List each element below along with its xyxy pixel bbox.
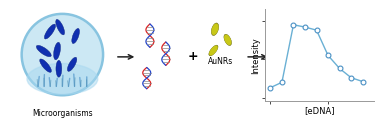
Ellipse shape bbox=[44, 24, 56, 39]
Ellipse shape bbox=[209, 45, 218, 56]
Ellipse shape bbox=[72, 28, 79, 44]
Ellipse shape bbox=[224, 34, 231, 46]
Text: Microorganisms: Microorganisms bbox=[32, 109, 93, 118]
Ellipse shape bbox=[36, 45, 51, 57]
X-axis label: [eDNA]: [eDNA] bbox=[304, 106, 335, 115]
Ellipse shape bbox=[67, 57, 77, 71]
Ellipse shape bbox=[56, 60, 62, 77]
Ellipse shape bbox=[40, 59, 51, 72]
Ellipse shape bbox=[210, 46, 217, 55]
Text: +: + bbox=[187, 50, 198, 63]
Ellipse shape bbox=[225, 35, 231, 44]
Ellipse shape bbox=[54, 42, 60, 60]
Circle shape bbox=[22, 14, 103, 95]
Ellipse shape bbox=[27, 63, 98, 94]
Ellipse shape bbox=[212, 24, 218, 34]
Ellipse shape bbox=[211, 23, 219, 36]
Ellipse shape bbox=[56, 19, 65, 35]
Text: AuNRs: AuNRs bbox=[208, 57, 233, 66]
Y-axis label: Intensity: Intensity bbox=[251, 37, 260, 74]
